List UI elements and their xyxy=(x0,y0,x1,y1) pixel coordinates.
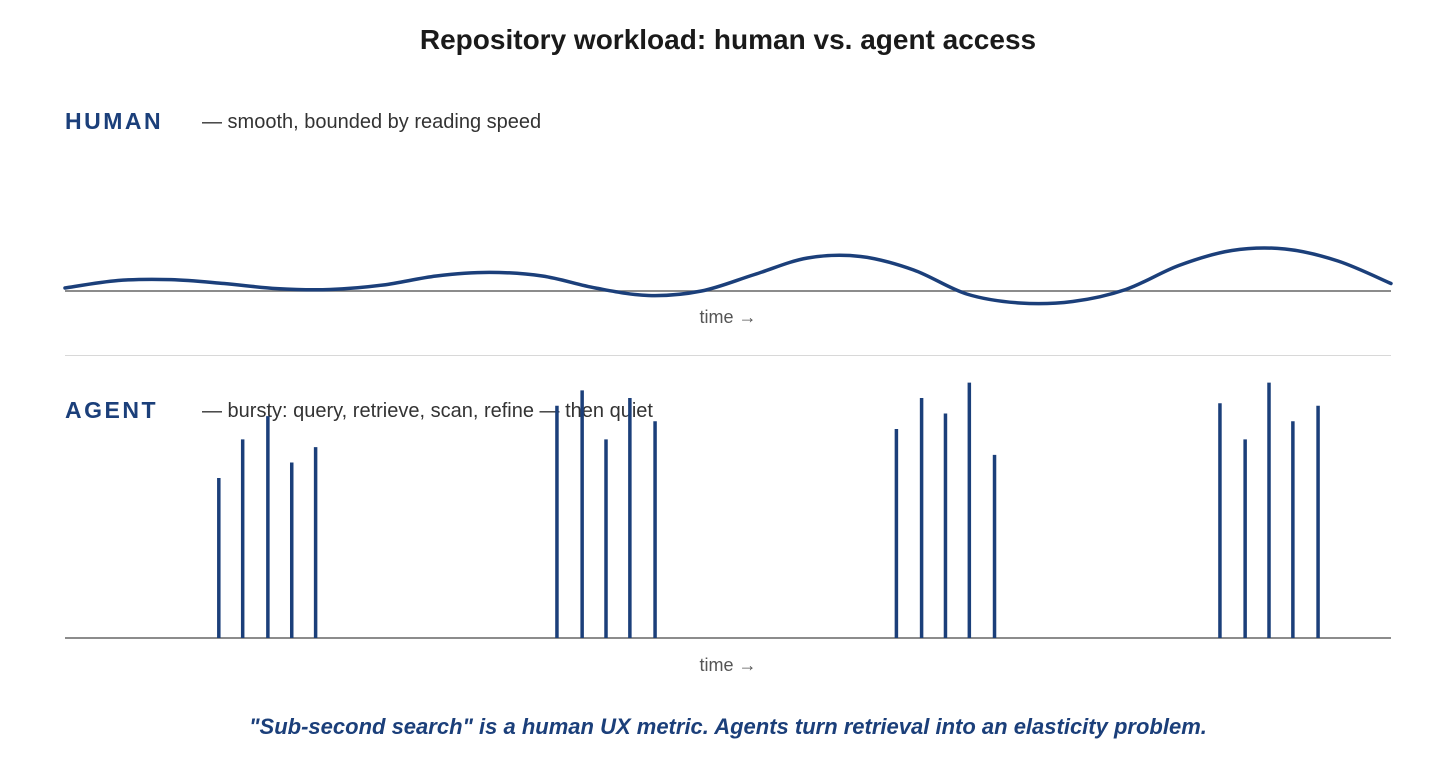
human-description: — smooth, bounded by reading speed xyxy=(202,111,542,133)
human-label: HUMAN xyxy=(65,108,164,134)
agent-description: — bursty: query, retrieve, scan, refine … xyxy=(202,400,653,422)
human-axis-label: time → xyxy=(699,307,757,327)
human-activity-line xyxy=(63,246,1393,306)
footer-caption: "Sub-second search" is a human UX metric… xyxy=(249,714,1207,739)
agent-axis-label: time → xyxy=(699,655,757,675)
human-chart xyxy=(63,246,1393,306)
agent-chart xyxy=(65,382,1391,639)
diagram-title: Repository workload: human vs. agent acc… xyxy=(419,24,1037,55)
agent-label: AGENT xyxy=(65,397,158,423)
section-divider xyxy=(65,355,1391,356)
